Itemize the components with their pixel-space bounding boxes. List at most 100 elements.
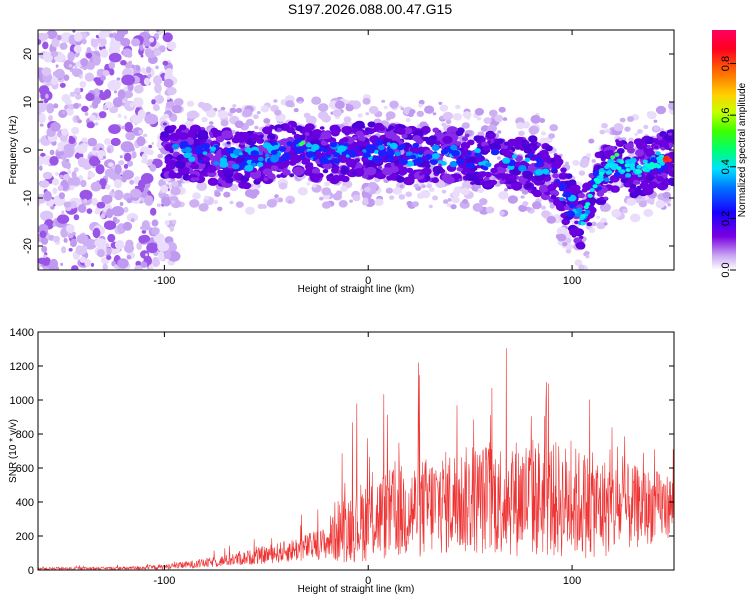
halo-blob (332, 109, 342, 117)
noise-blob (41, 245, 48, 253)
halo-blob (399, 184, 404, 188)
halo-blob (345, 100, 350, 104)
signal-blob (393, 161, 400, 166)
noise-blob (101, 194, 113, 204)
noise-blob (157, 251, 165, 261)
noise-blob (133, 84, 144, 94)
core-blob (566, 210, 576, 218)
snr-background (38, 332, 674, 570)
halo-blob (528, 125, 540, 135)
halo-blob (204, 195, 210, 200)
signal-blob (599, 196, 605, 201)
halo-blob (409, 109, 416, 115)
noise-blob (162, 60, 169, 66)
signal-blob (237, 157, 242, 161)
halo-blob (170, 186, 181, 196)
signal-blob (421, 167, 432, 176)
noise-blob (86, 61, 95, 70)
noise-blob (116, 77, 121, 81)
x-tick-label: 100 (563, 575, 581, 587)
noise-blob (168, 212, 172, 217)
signal-blob (645, 173, 655, 181)
noise-blob (85, 52, 93, 59)
signal-blob (431, 177, 440, 184)
noise-blob (43, 51, 54, 63)
halo-blob (424, 105, 435, 114)
noise-blob (90, 181, 102, 192)
halo-blob (405, 117, 411, 123)
noise-blob (156, 203, 161, 207)
core-blob (196, 147, 204, 153)
core-blob (449, 160, 458, 168)
noise-blob (171, 219, 177, 225)
x-tick-label: 0 (365, 275, 371, 287)
signal-blob (313, 131, 322, 138)
halo-blob (296, 96, 304, 104)
core-blob (575, 207, 583, 213)
noise-blob (86, 208, 93, 214)
signal-blob (527, 167, 533, 172)
noise-blob (120, 60, 127, 66)
y-tick-label: -10 (22, 190, 34, 206)
halo-blob (229, 107, 237, 114)
signal-blob (235, 131, 241, 136)
noise-blob (128, 60, 133, 65)
signal-blob (594, 151, 603, 158)
core-blob (432, 153, 440, 159)
signal-blob (236, 136, 246, 143)
halo-blob (487, 124, 498, 133)
figure-title: S197.2026.088.00.47.G15 (288, 1, 452, 17)
signal-blob (483, 176, 490, 182)
signal-blob (363, 161, 369, 166)
halo-blob (453, 186, 463, 194)
halo-blob (660, 128, 665, 132)
halo-blob (546, 216, 556, 224)
noise-blob (92, 55, 101, 66)
noise-blob (114, 90, 117, 94)
halo-blob (541, 210, 551, 218)
noise-blob (136, 242, 142, 251)
noise-blob (73, 214, 80, 221)
halo-blob (460, 187, 470, 196)
signal-blob (502, 150, 513, 158)
noise-blob (83, 198, 88, 203)
halo-blob (217, 110, 228, 119)
halo-blob (213, 199, 219, 205)
core-blob (365, 153, 371, 158)
halo-blob (499, 211, 505, 216)
noise-blob (59, 42, 68, 50)
noise-blob (74, 93, 82, 100)
noise-blob (80, 179, 87, 188)
halo-blob (549, 204, 555, 209)
core-blob (202, 151, 208, 156)
halo-blob (548, 133, 555, 139)
noise-blob (157, 235, 165, 242)
signal-blob (496, 138, 504, 144)
peak-blob (598, 171, 605, 176)
core-blob (251, 162, 257, 167)
signal-blob (250, 133, 260, 141)
noise-blob (151, 219, 159, 227)
noise-blob (109, 68, 115, 76)
halo-blob (549, 124, 558, 132)
signal-blob (364, 127, 371, 132)
noise-blob (56, 34, 62, 41)
core-blob (213, 161, 219, 166)
noise-blob (144, 48, 154, 57)
peak-blob (645, 168, 651, 173)
noise-blob (131, 146, 135, 152)
y-tick-label: 600 (16, 463, 34, 475)
noise-blob (40, 210, 54, 221)
signal-blob (560, 213, 567, 218)
core-blob (518, 165, 527, 172)
noise-blob (75, 115, 80, 121)
core-blob (625, 159, 632, 165)
halo-blob (541, 205, 546, 210)
core-blob (286, 141, 293, 147)
noise-blob (71, 265, 79, 270)
signal-blob (240, 131, 249, 139)
noise-blob (84, 72, 95, 82)
halo-blob (321, 187, 332, 196)
halo-blob (653, 126, 660, 131)
